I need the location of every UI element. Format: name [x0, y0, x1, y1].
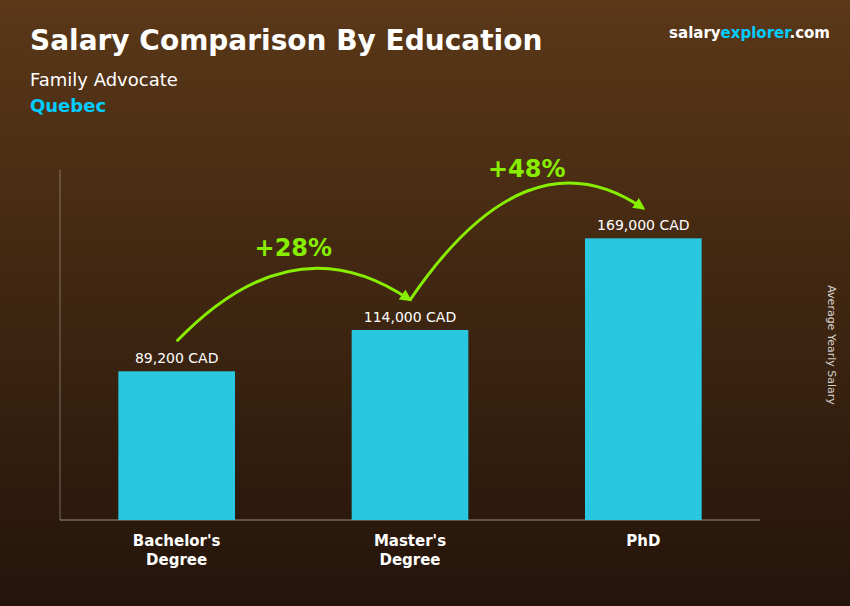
- x-tick-label-line: PhD: [626, 532, 660, 550]
- page: {"chart_data": {"type": "bar", "title": …: [0, 0, 850, 606]
- annotation: +48%: [488, 155, 566, 183]
- bar: [352, 330, 469, 520]
- annotation: +28%: [255, 234, 333, 262]
- y-axis-label: Average Yearly Salary: [825, 285, 838, 405]
- brand: salaryexplorer.com: [669, 24, 830, 42]
- background: [0, 0, 850, 606]
- data-label: 89,200 CAD: [135, 350, 219, 366]
- x-tick-label: Bachelor'sDegree: [133, 532, 221, 569]
- bars: [118, 238, 701, 520]
- chart-svg: Salary Comparison By Education Family Adv…: [0, 0, 850, 606]
- subtitle: Quebec: [30, 95, 106, 116]
- x-tick-label-line: Degree: [379, 551, 440, 569]
- annotation-arrow: [410, 183, 643, 300]
- x-tick-label: PhD: [626, 532, 660, 550]
- brand-part: explorer: [721, 24, 793, 42]
- x-tick-label-line: Bachelor's: [133, 532, 221, 550]
- bar: [585, 238, 702, 520]
- brand-part: salary: [669, 24, 721, 42]
- bar: [118, 371, 235, 520]
- annotation-arrow: [177, 268, 410, 341]
- y-axis-line: [60, 170, 61, 520]
- x-tick-label: Master'sDegree: [374, 532, 446, 569]
- x-tick-label-line: Master's: [374, 532, 446, 550]
- data-label: 114,000 CAD: [364, 309, 456, 325]
- x-tick-label-line: Degree: [146, 551, 207, 569]
- subtitle: Family Advocate: [30, 69, 178, 90]
- data-label: 169,000 CAD: [597, 217, 689, 233]
- title: Salary Comparison By Education: [30, 24, 542, 57]
- brand-part: .com: [789, 24, 830, 42]
- chart-container: Salary Comparison By Education Family Adv…: [0, 0, 850, 606]
